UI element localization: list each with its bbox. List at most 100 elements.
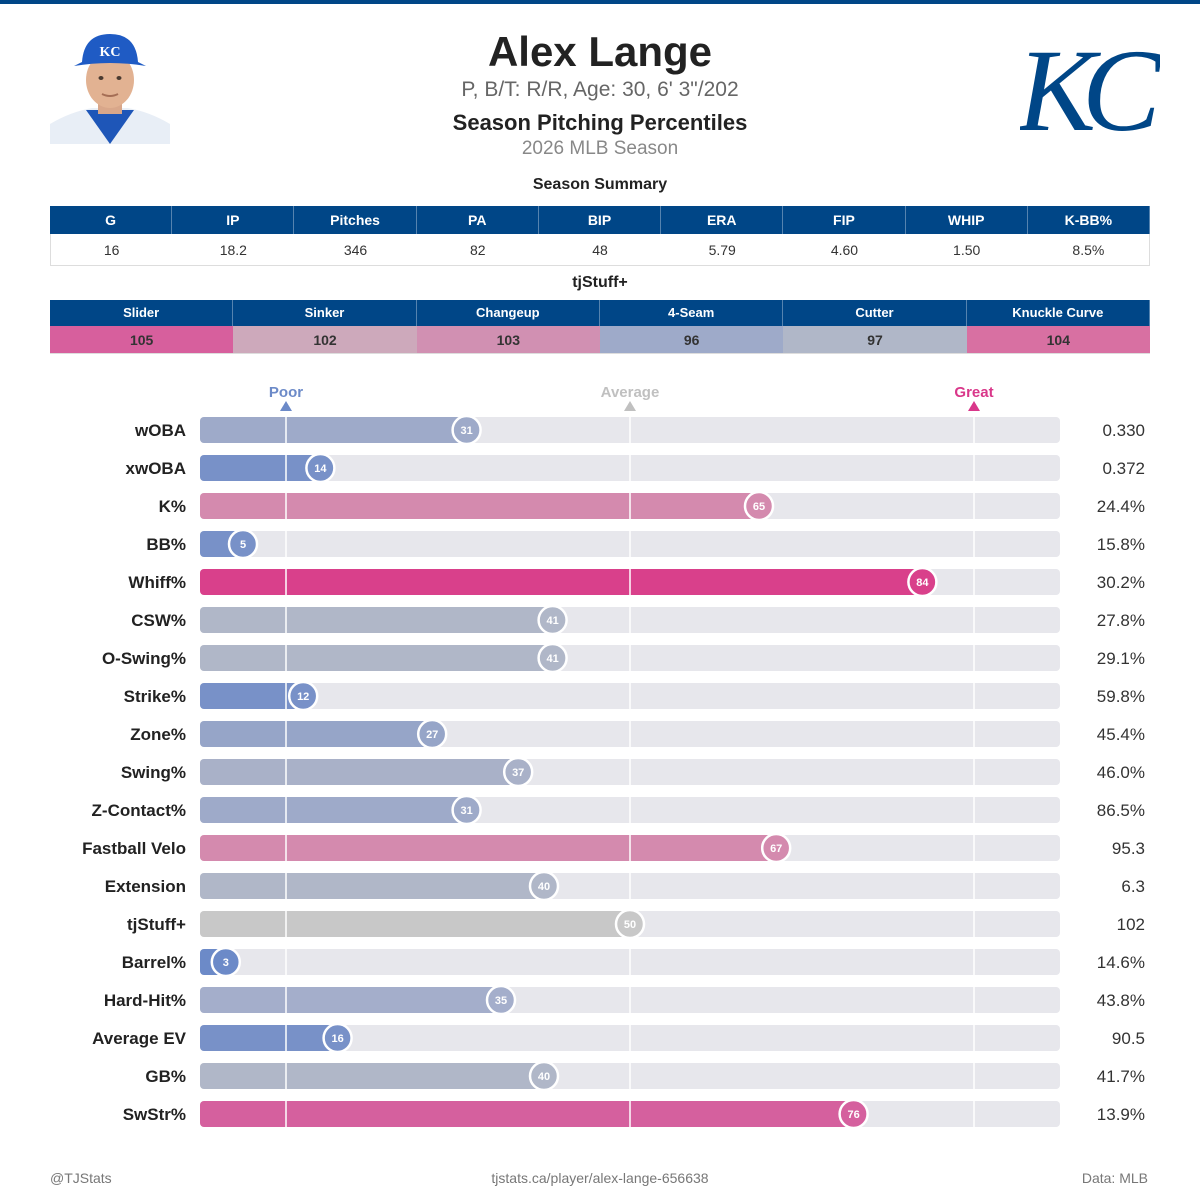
summary-header-era: ERA [661,206,784,234]
metric-label-k: K% [159,497,186,516]
percentile-dot-strike [287,680,319,712]
stat-value-strike: 59.8% [1097,687,1145,706]
player-name: Alex Lange [487,28,713,75]
stat-value-xwoba: 0.372 [1102,459,1145,478]
bar-xwoba [200,455,321,481]
metric-label-z-contact: Z-Contact% [92,801,186,820]
marker-label-average: Average [601,384,660,401]
stat-value-barrel: 14.6% [1097,953,1145,972]
percentile-dot-woba [451,414,482,446]
percentile-dot-fastball-velo [760,832,792,864]
summary-value-pa: 82 [416,234,539,266]
tjstuff-value-cutter: 97 [783,326,967,354]
percentile-dot-k [743,490,775,522]
metric-label-extension: Extension [105,877,186,896]
percentile-label-swstr: 76 [847,1109,859,1121]
tjstuff-header-changeup: Changeup [416,300,600,326]
percentile-label-woba: 31 [460,425,472,437]
bar-strike [200,683,304,709]
metric-label-whiff: Whiff% [128,573,186,592]
stat-value-csw: 27.8% [1097,611,1145,630]
metric-label-bb: BB% [146,535,186,554]
summary-value-bip: 48 [538,234,662,266]
stat-value-o-swing: 29.1% [1097,649,1145,668]
summary-header-k-bb-: K-BB% [1027,206,1150,234]
bar-gb [200,1063,544,1089]
percentile-label-zone: 27 [426,729,438,741]
stat-value-hard-hit: 43.8% [1097,991,1145,1010]
bar-average-ev [200,1025,338,1051]
summary-header-pa: PA [416,206,539,234]
percentile-label-hard-hit: 35 [495,995,507,1007]
metric-label-zone: Zone% [130,725,186,744]
stat-value-gb: 41.7% [1097,1067,1145,1086]
tjstuff-header-sinker: Sinker [233,300,417,326]
marker-average-triangle-icon [624,401,636,411]
percentile-dot-o-swing [537,642,568,674]
footer-url[interactable]: tjstats.ca/player/alex-lange-656638 [491,1170,709,1186]
summary-header-g: G [50,206,173,234]
tjstuff-table: Slider Sinker Changeup 4-Seam Cutter Knuckle … [50,300,1150,354]
stat-value-zone: 45.4% [1097,725,1145,744]
metric-label-average-ev: Average EV [92,1029,187,1048]
percentile-label-z-contact: 31 [460,805,472,817]
bar-csw [200,607,553,633]
stat-value-z-contact: 86.5% [1097,801,1145,820]
summary-title: Season Summary [532,176,668,193]
percentile-label-barrel: 3 [223,957,229,969]
percentile-label-swing: 37 [512,767,524,779]
marker-great-triangle-icon [968,401,980,411]
tjstuff-header-slider: Slider [50,300,234,326]
metric-label-fastball-velo: Fastball Velo [82,839,186,858]
bar-hard-hit [200,987,501,1013]
metric-label-xwoba: xwOBA [126,459,186,478]
chart-subtitle: Season Pitching Percentiles [452,110,748,135]
percentile-dot-whiff [907,566,938,598]
percentile-dot-zone [416,718,448,750]
percentile-dot-z-contact [451,794,482,826]
stat-value-fastball-velo: 95.3 [1112,839,1145,858]
percentile-label-csw: 41 [546,615,558,627]
summary-value-era: 5.79 [661,234,784,266]
summary-header-whip: WHIP [905,206,1028,234]
percentile-label-bb: 5 [240,539,246,551]
summary-header-fip: FIP [783,206,906,234]
tjstuff-value-sinker: 102 [233,326,417,354]
percentile-dot-xwoba [305,452,336,484]
stat-value-woba: 0.330 [1102,421,1145,440]
stat-value-k: 24.4% [1097,497,1145,516]
summary-value-k-bb-: 8.5% [1027,234,1150,266]
season-summary-table: G IP Pitches PA BIP ERA FIP WHIP K-BB% 16 18.2 346 8… [50,206,1150,266]
stat-value-extension: 6.3 [1121,877,1145,896]
percentile-label-k: 65 [753,501,765,513]
tjstuff-title: tjStuff+ [572,274,628,291]
metric-label-strike: Strike% [124,687,186,706]
percentile-dot-swing [502,756,534,788]
metric-label-tjstuff: tjStuff+ [127,915,186,934]
percentile-label-tjstuff: 50 [624,919,636,931]
percentile-label-extension: 40 [538,881,550,893]
percentile-chart: Poor Average Great wOBA 31 0.330 xwOBA 14 0.372 K… [82,384,1145,1130]
percentile-label-gb: 40 [538,1071,550,1083]
percentile-label-o-swing: 41 [546,653,558,665]
bar-extension [200,873,544,899]
tjstuff-value-4-seam: 96 [599,326,784,354]
bar-swing [200,759,519,785]
bar-whiff [200,569,923,595]
summary-header-pitches: Pitches [294,206,417,234]
bar-woba [200,417,467,443]
tjstuff-header-knuckle-curve: Knuckle Curve [966,300,1150,326]
cap-kc-icon: KC [100,45,121,60]
bar-swstr [200,1101,854,1127]
percentile-dot-bb [227,528,259,560]
metric-label-woba: wOBA [134,421,186,440]
percentile-label-strike: 12 [297,691,309,703]
summary-value-fip: 4.60 [783,234,906,266]
bar-o-swing [200,645,553,671]
bar-zone [200,721,433,747]
metric-label-csw: CSW% [131,611,186,630]
percentile-label-fastball-velo: 67 [770,843,782,855]
percentile-label-whiff: 84 [916,577,929,589]
tjstuff-value-slider: 105 [50,326,234,354]
summary-header-bip: BIP [538,206,662,234]
